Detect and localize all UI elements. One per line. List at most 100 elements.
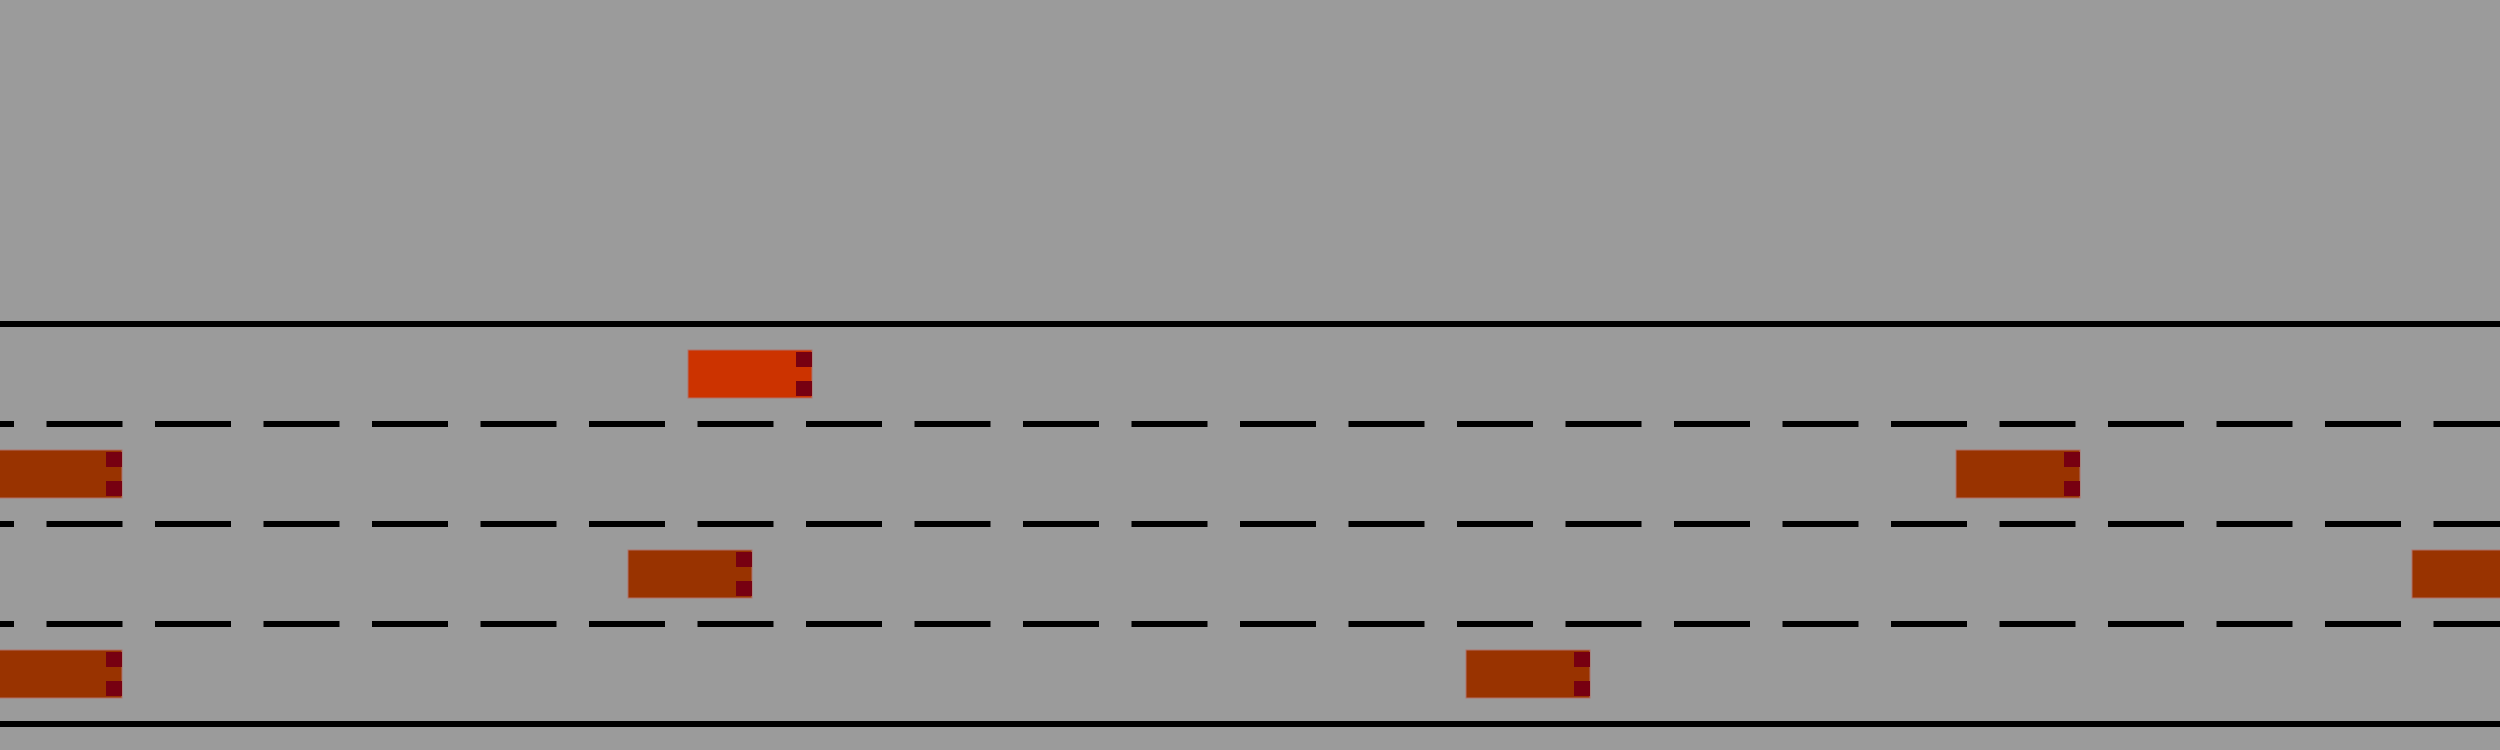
lane-dash bbox=[1023, 521, 1099, 527]
road-edge-top bbox=[0, 321, 2500, 327]
lane-dash bbox=[1240, 421, 1316, 427]
other-vehicle bbox=[1465, 649, 1591, 699]
lane-dash bbox=[1565, 621, 1642, 627]
lane-dash bbox=[1999, 521, 2076, 527]
vehicle-body bbox=[1465, 649, 1591, 699]
lane-dash bbox=[1565, 521, 1642, 527]
lane-dash bbox=[155, 421, 231, 427]
lane-dash bbox=[1891, 521, 1967, 527]
vehicle-body bbox=[2411, 549, 2500, 599]
lane-dash bbox=[1782, 521, 1859, 527]
lane-dash bbox=[46, 621, 123, 627]
road bbox=[0, 321, 2500, 727]
lane-dash bbox=[46, 421, 123, 427]
lane-divider bbox=[0, 521, 2500, 527]
vehicle-headlight bbox=[106, 681, 122, 696]
road-edge-bottom bbox=[0, 721, 2500, 727]
lane-dash bbox=[1131, 521, 1208, 527]
lane-dash bbox=[2433, 521, 2500, 527]
vehicle-headlight bbox=[106, 481, 122, 496]
lane-dash bbox=[697, 521, 774, 527]
lane-dash bbox=[2325, 521, 2401, 527]
lane-dash bbox=[1891, 421, 1967, 427]
lane-dash bbox=[589, 421, 665, 427]
lane-dash bbox=[1348, 521, 1425, 527]
lane-dash bbox=[1457, 621, 1533, 627]
vehicle-body bbox=[0, 649, 123, 699]
lane-dash bbox=[2108, 521, 2184, 527]
lane-dash bbox=[46, 521, 123, 527]
lane-dash bbox=[806, 621, 882, 627]
lane-dash bbox=[2216, 621, 2293, 627]
lane-dash bbox=[2216, 521, 2293, 527]
lane-dash bbox=[263, 421, 340, 427]
lane-dash bbox=[2433, 421, 2500, 427]
lane-dash bbox=[1240, 521, 1316, 527]
lane-dash bbox=[263, 621, 340, 627]
lane-dash bbox=[806, 421, 882, 427]
lane-dash bbox=[1782, 421, 1859, 427]
lane-dash bbox=[1131, 421, 1208, 427]
lane-dash bbox=[914, 521, 991, 527]
vehicle-headlight bbox=[736, 552, 752, 567]
lane-dash bbox=[2216, 421, 2293, 427]
lane-dash bbox=[263, 521, 340, 527]
lane-dash bbox=[1674, 421, 1750, 427]
lane-dash bbox=[372, 521, 448, 527]
lane-divider bbox=[0, 621, 2500, 627]
lane-dash bbox=[372, 621, 448, 627]
lane-dash bbox=[480, 521, 557, 527]
vehicle-headlight bbox=[736, 581, 752, 596]
vehicle-headlight bbox=[796, 381, 812, 396]
lane-dash bbox=[1131, 621, 1208, 627]
vehicle-body bbox=[627, 549, 753, 599]
vehicles bbox=[0, 349, 2500, 699]
ego-vehicle bbox=[687, 349, 813, 399]
lane-dash bbox=[697, 421, 774, 427]
lane-dash bbox=[1023, 621, 1099, 627]
vehicle-body bbox=[0, 449, 123, 499]
other-vehicle bbox=[1955, 449, 2081, 499]
lane-dash bbox=[480, 621, 557, 627]
lane-dash bbox=[2108, 421, 2184, 427]
lane-dash bbox=[0, 521, 14, 527]
lane-dash bbox=[1023, 421, 1099, 427]
lane-dash bbox=[806, 521, 882, 527]
vehicle-headlight bbox=[1574, 681, 1590, 696]
lane-dash bbox=[1674, 521, 1750, 527]
lane-dash bbox=[1565, 421, 1642, 427]
lane-dash bbox=[2108, 621, 2184, 627]
vehicle-headlight bbox=[796, 352, 812, 367]
lane-dash bbox=[1457, 521, 1533, 527]
lane-dash bbox=[155, 521, 231, 527]
lane-dash bbox=[1348, 421, 1425, 427]
lane-dash bbox=[2325, 421, 2401, 427]
lane-dash bbox=[589, 521, 665, 527]
lane-dash bbox=[1348, 621, 1425, 627]
lane-dash bbox=[155, 621, 231, 627]
vehicle-headlight bbox=[2064, 452, 2080, 467]
lane-dash bbox=[589, 621, 665, 627]
lane-dash bbox=[1999, 621, 2076, 627]
lane-dash bbox=[2325, 621, 2401, 627]
vehicle-headlight bbox=[106, 452, 122, 467]
vehicle-body bbox=[687, 349, 813, 399]
lane-dash bbox=[1240, 621, 1316, 627]
other-vehicle bbox=[2411, 549, 2500, 599]
lane-dash bbox=[1457, 421, 1533, 427]
lane-dash bbox=[0, 621, 14, 627]
lane-dash bbox=[914, 421, 991, 427]
lane-divider bbox=[0, 421, 2500, 427]
vehicle-headlight bbox=[2064, 481, 2080, 496]
vehicle-headlight bbox=[1574, 652, 1590, 667]
lane-dash bbox=[1891, 621, 1967, 627]
lane-dash bbox=[372, 421, 448, 427]
vehicle-body bbox=[1955, 449, 2081, 499]
lane-dash bbox=[697, 621, 774, 627]
other-vehicle bbox=[627, 549, 753, 599]
lane-dash bbox=[0, 421, 14, 427]
lane-dash bbox=[480, 421, 557, 427]
lane-dash bbox=[914, 621, 991, 627]
